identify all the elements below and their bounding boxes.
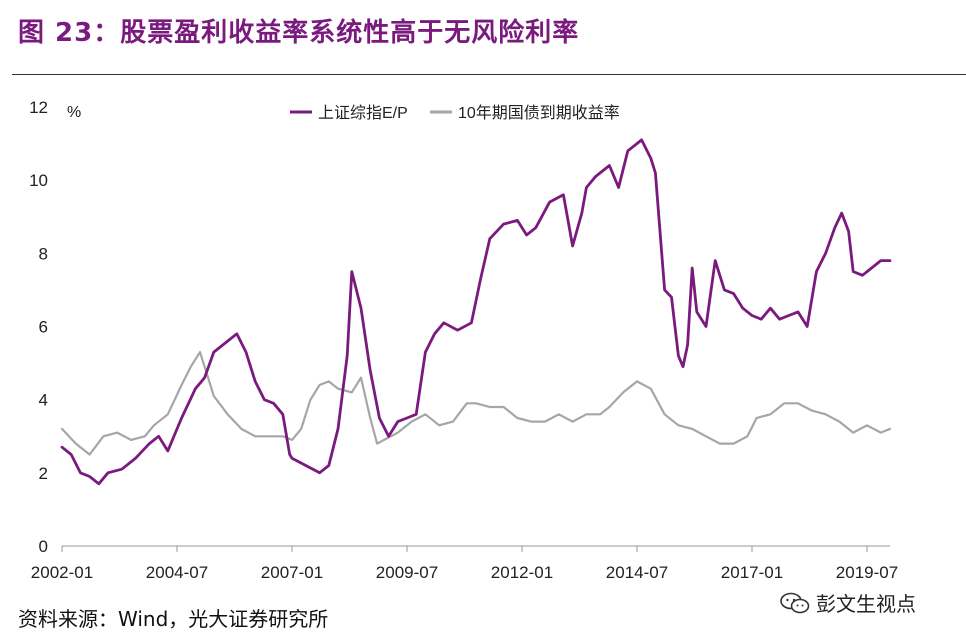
chart-axes: 0 2 4 6 8 10 12 % 2002-01 2004-07 2007-01 2009-07 20… (29, 98, 898, 582)
legend-label-ep: 上证综指E/P (318, 104, 408, 122)
x-tick-label: 2019-07 (836, 563, 898, 582)
x-tick-label: 2007-01 (261, 563, 323, 582)
chart-legend: 上证综指E/P 10年期国债到期收益率 (290, 104, 620, 122)
y-tick-label: 8 (39, 244, 48, 263)
x-tick-label: 2002-01 (31, 563, 93, 582)
x-tick-label: 2017-01 (721, 563, 783, 582)
figure-title: 图 23：股票盈利收益率系统性高于无风险利率 (18, 18, 580, 48)
y-tick-label: 0 (39, 537, 48, 556)
y-tick-label: 4 (39, 391, 48, 410)
series-line-ep (60, 138, 892, 486)
title-divider (12, 74, 966, 75)
watermark: 彭文生视点 (780, 588, 916, 617)
wechat-icon (780, 592, 810, 614)
y-axis-unit: % (67, 104, 81, 121)
y-tick-label: 10 (29, 171, 48, 190)
chart-series (60, 138, 892, 486)
y-tick-label: 6 (39, 318, 48, 337)
watermark-text: 彭文生视点 (816, 592, 916, 616)
x-tick-label: 2014-07 (606, 563, 668, 582)
x-tick-label: 2009-07 (376, 563, 438, 582)
y-tick-label: 2 (39, 464, 48, 483)
legend-label-bond-yield: 10年期国债到期收益率 (458, 104, 620, 122)
source-note: 资料来源：Wind，光大证券研究所 (18, 607, 329, 631)
y-tick-label: 12 (29, 98, 48, 117)
x-tick-label: 2012-01 (491, 563, 553, 582)
x-tick-label: 2004-07 (146, 563, 208, 582)
series-line-bond-yield (60, 351, 892, 456)
